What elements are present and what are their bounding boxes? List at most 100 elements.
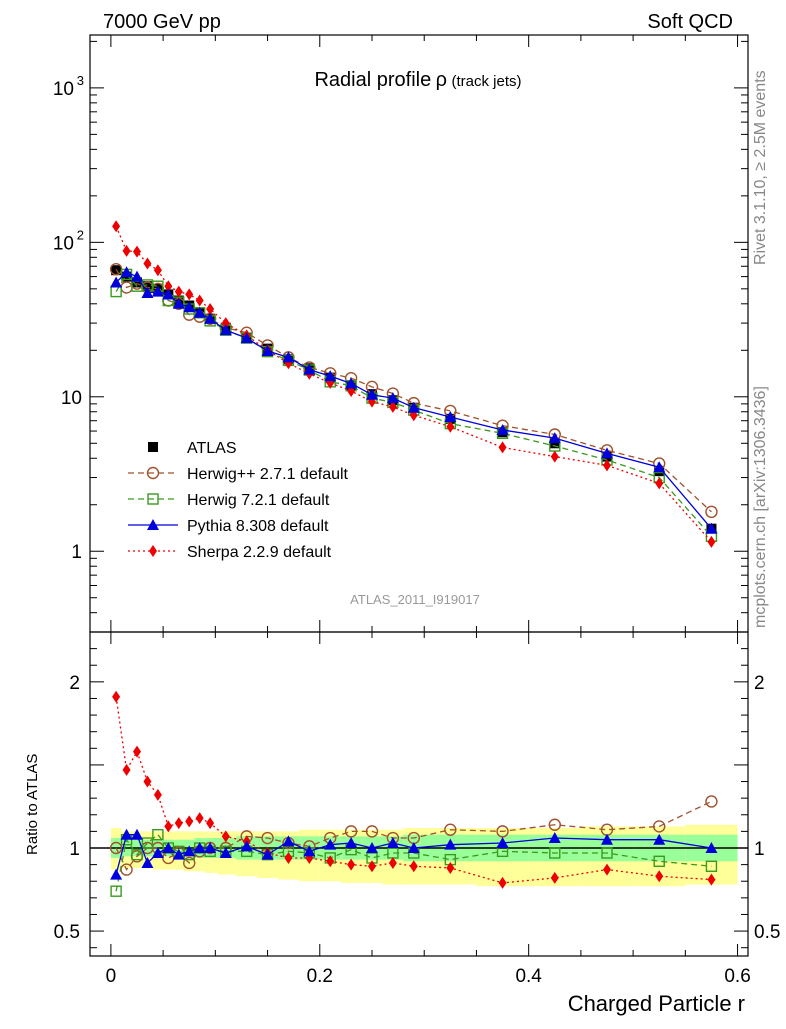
data-point-sherpa: [603, 459, 611, 472]
y-tick-label: 1: [71, 542, 82, 563]
ratio-point-pythia: [261, 848, 274, 860]
data-point-sherpa: [446, 420, 455, 433]
data-point-pythia: [548, 432, 561, 444]
data-point-pythia: [601, 447, 613, 459]
data-point-sherpa: [498, 441, 507, 454]
ratio-point-herwig7: [110, 885, 122, 897]
header-right: Soft QCD: [647, 11, 733, 33]
data-point-pythia: [324, 370, 337, 382]
data-point-sherpa: [185, 288, 194, 301]
ratio-frame: [89, 631, 749, 957]
ratio-point-sherpa: [122, 763, 131, 776]
ratio-point-pythia: [120, 828, 133, 840]
svg-text:Radial profile ρ (: Radial profile ρ (track jets): [314, 69, 521, 91]
data-point-pythia: [151, 285, 164, 297]
ratio-point-herwigpp: [444, 823, 457, 836]
ratio-point-pythia: [131, 828, 143, 840]
ratio-point-herwigpp: [183, 856, 196, 870]
ratio-point-herwigpp: [365, 825, 379, 838]
ratio-point-sherpa: [326, 855, 335, 868]
ratio-point-pythia: [366, 842, 378, 853]
ratio-layer: [109, 690, 718, 897]
ratio-point-pythia: [548, 832, 561, 844]
data-point-sherpa: [707, 535, 716, 548]
ratio-point-pythia: [386, 837, 399, 849]
data-point-pythia: [120, 266, 133, 278]
data-point-sherpa: [388, 400, 397, 413]
watermark: ATLAS_2011_I919017: [350, 592, 480, 607]
side-label-top: Rivet 3.1.10, ≥ 2.5M events: [752, 70, 769, 265]
data-point-pythia: [172, 297, 185, 309]
header-left: 7000 GeV pp: [103, 11, 221, 33]
ratio-point-herwig7: [601, 847, 613, 859]
ratio-point-pythia: [324, 838, 337, 850]
ratio-y-tick-label-right: 1: [754, 839, 765, 860]
legend-marker-herwigpp: [146, 466, 160, 480]
ratio-point-pythia: [162, 842, 175, 853]
series-line-sherpa: [115, 226, 712, 543]
data-point-pythia: [282, 351, 295, 363]
ratio-point-sherpa: [498, 876, 507, 889]
legend-label-herwig7: Herwig 7.2.1 default: [187, 492, 330, 509]
legend-label-pythia: Pythia 8.308 default: [187, 518, 329, 535]
legend-label-atlas: ATLAS: [187, 440, 237, 457]
legend-marker-herwig7: [147, 493, 159, 505]
x-tick-label: 0: [106, 966, 117, 987]
ratio-y-tick-label: 1: [69, 839, 80, 860]
ratio-point-sherpa: [143, 775, 152, 788]
ratio-point-herwig7: [131, 848, 143, 861]
ratio-point-pythia: [444, 838, 457, 850]
data-point-sherpa: [174, 285, 183, 298]
ratio-point-sherpa: [550, 871, 559, 884]
y-tick-exponent: 3: [77, 73, 84, 88]
data-point-sherpa: [153, 264, 162, 277]
ratio-y-label: Ratio to ATLAS: [24, 754, 41, 855]
ratio-point-sherpa: [603, 863, 611, 876]
ratio-point-pythia: [151, 846, 164, 858]
data-point-pythia: [345, 377, 358, 389]
ratio-point-pythia: [240, 840, 253, 852]
data-point-sherpa: [195, 294, 204, 307]
ratio-point-sherpa: [368, 860, 376, 873]
legend-label-herwigpp: Herwig++ 2.7.1 default: [187, 466, 349, 483]
ratio-y-tick-label: 0.5: [54, 922, 80, 943]
ratio-point-sherpa: [221, 830, 230, 843]
data-point-sherpa: [550, 450, 559, 463]
data-point-sherpa: [133, 245, 141, 258]
x-axis-label: Charged Particle r: [568, 991, 745, 1016]
legend-marker-atlas: [148, 442, 158, 452]
ratio-point-sherpa: [655, 870, 664, 883]
ratio-point-pythia: [183, 845, 196, 857]
ratio-y-tick-label-right: 2: [754, 673, 765, 694]
title-suffix: (track jets): [452, 73, 522, 90]
ratio-point-herwigpp: [705, 795, 718, 808]
series-line-herwigpp: [115, 268, 712, 513]
legend: ATLAS Herwig++ 2.7.1 default Herwig 7.2.1 …: [128, 440, 349, 561]
ratio-y-tick-label-right: 0.5: [754, 922, 780, 943]
ratio-point-sherpa: [446, 861, 455, 874]
ratio-point-herwig7: [653, 855, 665, 867]
ratio-point-pythia: [705, 842, 718, 853]
data-point-pythia: [496, 423, 509, 435]
data-point-pythia: [193, 306, 206, 318]
y-tick-label: 10: [53, 79, 74, 100]
series-line-pythia: [115, 271, 712, 530]
data-point-pythia: [366, 388, 378, 400]
ratio-point-pythia: [407, 842, 420, 853]
ratio-point-pythia: [303, 845, 316, 857]
data-point-pythia: [261, 344, 274, 356]
ratio-point-pythia: [193, 842, 206, 853]
title-main: Radial profile: [314, 69, 431, 91]
data-point-pythia: [303, 363, 316, 375]
ratio-point-sherpa: [164, 820, 173, 833]
ratio-point-sherpa: [409, 860, 418, 873]
ratio-point-pythia: [110, 868, 123, 880]
ratio-line-herwigpp: [115, 800, 712, 871]
data-point-sherpa: [112, 220, 121, 233]
ratio-point-sherpa: [388, 856, 397, 869]
data-point-pythia: [110, 276, 123, 288]
ratio-point-pythia: [172, 848, 185, 860]
ratio-point-sherpa: [195, 812, 204, 825]
